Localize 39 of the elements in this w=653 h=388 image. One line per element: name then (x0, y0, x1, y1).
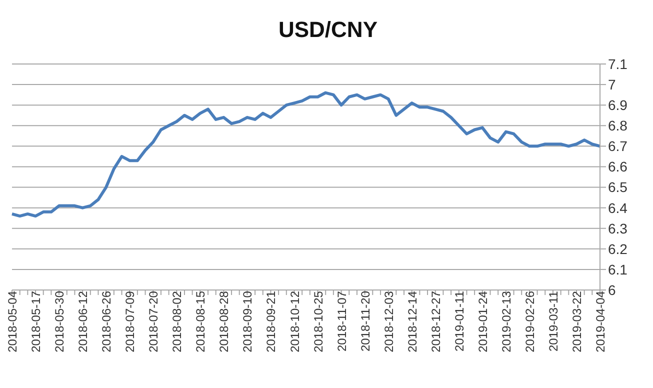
x-tick-label: 2019-03-22 (570, 290, 584, 352)
x-tick-label: 2018-11-07 (334, 290, 349, 352)
x-tick-label: 2018-11-20 (358, 290, 372, 352)
y-tick-label: 7.1 (608, 56, 628, 72)
y-tick-label: 6.3 (608, 220, 628, 236)
x-tick-label: 2018-06-26 (100, 290, 114, 352)
x-tick-label: 2019-03-11 (546, 290, 560, 352)
x-tick-label: 2018-07-20 (146, 290, 161, 352)
y-tick-label: 6 (608, 282, 616, 298)
x-tick-label: 2019-02-13 (499, 290, 514, 352)
x-tick-label: 2018-08-28 (217, 290, 232, 352)
x-tick-label: 2018-12-14 (405, 290, 420, 352)
y-tick-label: 6.6 (608, 158, 628, 175)
y-tick-label: 7 (608, 76, 616, 93)
x-tick-label: 2019-04-04 (594, 290, 608, 352)
y-tick-label: 6.9 (608, 97, 628, 114)
x-tick-label: 2018-09-10 (240, 290, 255, 352)
y-tick-label: 6.5 (608, 179, 628, 196)
x-tick-label: 2018-06-12 (76, 290, 90, 352)
y-tick-label: 6.2 (608, 240, 628, 257)
y-tick-label: 6.4 (608, 200, 628, 216)
x-tick-label: 2018-08-02 (170, 290, 184, 352)
x-tick-label: 2018-08-15 (194, 290, 208, 352)
x-tick-label: 2018-05-17 (29, 290, 44, 352)
x-tick-label: 2018-09-21 (264, 290, 278, 352)
x-tick-label: 2018-05-30 (52, 290, 67, 352)
x-tick-label: 2018-07-09 (123, 290, 138, 352)
x-tick-label: 2018-05-04 (6, 290, 20, 352)
y-tick-label: 6.1 (608, 261, 628, 278)
x-tick-label: 2019-01-24 (476, 290, 490, 352)
x-tick-label: 2018-10-25 (311, 290, 326, 352)
x-tick-label: 2018-12-03 (382, 290, 396, 352)
y-tick-label: 6.7 (608, 138, 628, 154)
y-tick-label: 6.8 (608, 118, 628, 134)
x-tick-label: 2018-12-27 (428, 290, 443, 352)
x-tick-label: 2018-10-12 (288, 290, 302, 352)
chart-title: USD/CNY (277, 16, 378, 44)
x-tick-label: 2019-01-11 (452, 290, 466, 352)
x-tick-label: 2019-02-26 (522, 290, 537, 352)
